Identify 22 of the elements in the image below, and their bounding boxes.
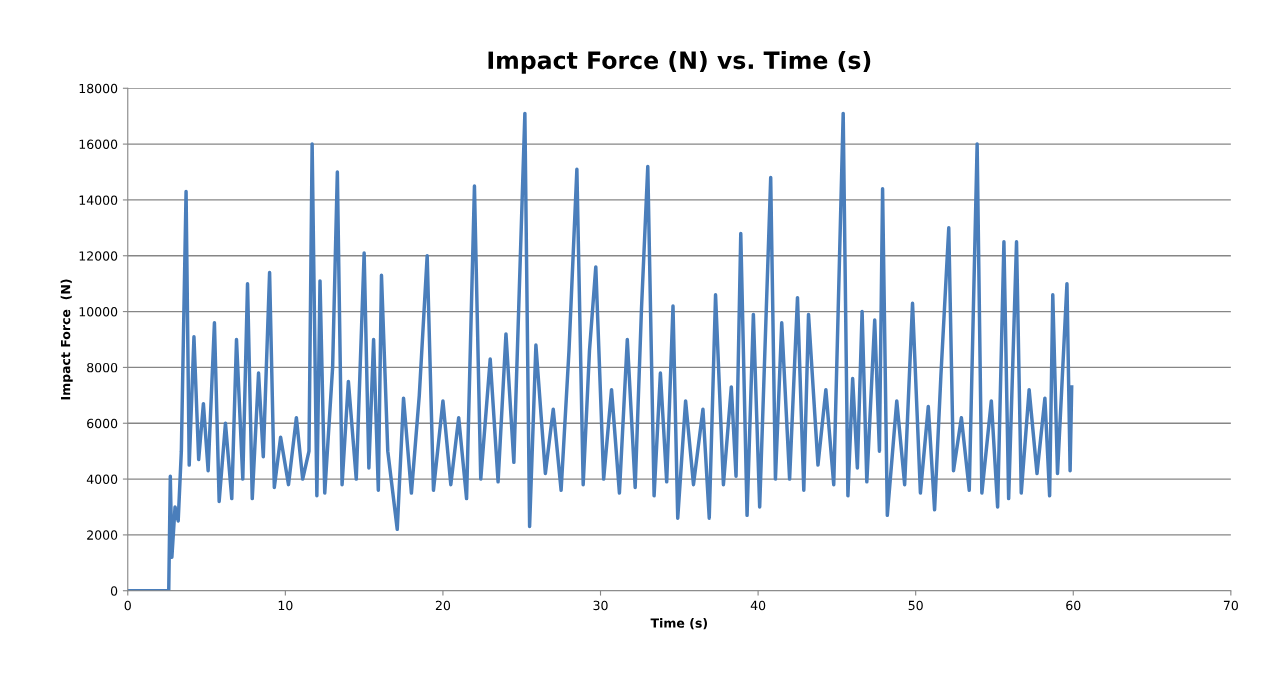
y-axis-title: Impact Force (N) [60, 279, 73, 400]
y-tick-label: 4000 [86, 474, 118, 484]
x-axis-title: Time (s) [650, 618, 707, 630]
x-tick-label: 60 [1066, 600, 1081, 611]
y-tick-label: 2000 [87, 530, 118, 540]
x-tick-label: 30 [593, 600, 608, 611]
y-tick-label: 12000 [79, 251, 118, 261]
x-tick-label: 40 [750, 600, 766, 611]
y-tick-label: 0 [110, 586, 118, 596]
x-tick-label: 70 [1223, 600, 1238, 611]
x-tick-label: 50 [908, 600, 923, 611]
y-tick-label: 18000 [79, 83, 118, 94]
y-tick-label: 10000 [79, 307, 118, 317]
y-tick-label: 14000 [79, 195, 118, 205]
x-tick-label: 10 [278, 600, 293, 611]
y-tick-label: 6000 [87, 418, 118, 429]
line-series [127, 111, 1074, 591]
x-tick-label: 0 [124, 600, 131, 611]
x-tick-label: 20 [435, 600, 451, 611]
y-tick-label: 8000 [87, 362, 118, 373]
chart-title: Impact Force (N) vs. Time (s) [488, 50, 871, 74]
y-tick-label: 16000 [79, 139, 118, 150]
